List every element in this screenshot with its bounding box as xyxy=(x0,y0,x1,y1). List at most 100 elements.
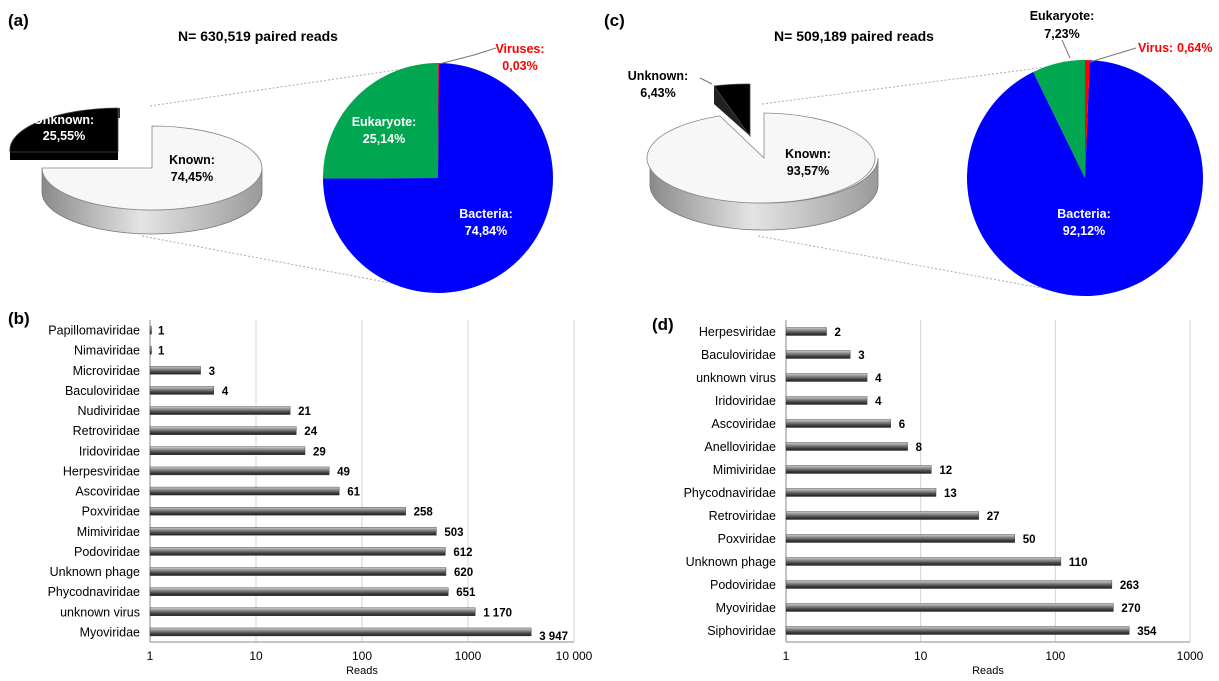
bar xyxy=(785,350,851,359)
bar xyxy=(149,607,476,617)
category-label: Unknown phage xyxy=(50,565,140,579)
data-label: 49 xyxy=(337,466,350,478)
pie-c-known-slice xyxy=(646,112,876,204)
x-tick-label: 100 xyxy=(1045,649,1065,663)
category-label: Myoviridae xyxy=(716,601,776,615)
category-label: Microviridae xyxy=(73,364,140,378)
data-label: 258 xyxy=(414,507,434,519)
bar xyxy=(149,406,291,415)
category-label: Papillomaviridae xyxy=(48,324,140,338)
connector-top xyxy=(149,63,439,107)
category-label: Ascoviridae xyxy=(75,485,140,499)
category-label: Retroviridae xyxy=(709,509,776,523)
pie-a-bacteria-value: 74,84% xyxy=(465,224,507,238)
category-label: Ascoviridae xyxy=(711,417,776,431)
bar xyxy=(785,534,1015,543)
data-label: 13 xyxy=(944,488,957,500)
x-tick-label: 10 000 xyxy=(556,649,593,663)
category-label: Baculoviridae xyxy=(65,384,140,398)
data-label: 1 xyxy=(158,326,165,338)
bar xyxy=(785,580,1113,589)
data-label: 620 xyxy=(454,567,473,579)
pie-c-bacteria-label: Bacteria: xyxy=(1057,207,1111,221)
data-label: 1 xyxy=(158,346,165,358)
category-label: Herpesviridae xyxy=(63,464,140,478)
bar xyxy=(149,426,297,435)
data-label: 8 xyxy=(916,442,923,454)
pie-a-virus-leader-2 xyxy=(473,47,497,56)
pie-a-known-label: Known: xyxy=(169,153,215,167)
bar xyxy=(785,557,1062,566)
data-label: 4 xyxy=(222,386,229,398)
panel-label-d: (d) xyxy=(652,315,674,334)
bar xyxy=(149,345,152,355)
data-label: 612 xyxy=(453,547,472,559)
bar xyxy=(785,396,868,405)
pie-c-domains: Eukaryote: 7,23% Virus: 0,64% Bacteria: … xyxy=(966,9,1212,297)
data-label: 2 xyxy=(835,327,841,339)
data-label: 4 xyxy=(875,396,882,408)
pie-c-unknown-leader xyxy=(699,77,713,85)
data-label: 4 xyxy=(875,373,882,385)
panel-label-c: (c) xyxy=(604,11,625,30)
pie-c-eukaryote-leader xyxy=(1061,39,1071,59)
data-label: 12 xyxy=(939,465,952,477)
category-label: Poxviridae xyxy=(82,505,140,519)
pie-c-unknown-value: 6,43% xyxy=(640,86,675,100)
bar xyxy=(785,327,827,336)
pie-c-known-value: 93,57% xyxy=(787,164,829,178)
category-label: Phycodnaviridae xyxy=(48,585,140,599)
category-label: Anelloviridae xyxy=(704,440,776,454)
bar xyxy=(785,465,932,474)
bar xyxy=(149,466,330,476)
bar xyxy=(149,567,447,576)
bar xyxy=(149,325,152,335)
data-label: 6 xyxy=(899,419,905,431)
pie-a-unknown-slice xyxy=(9,107,119,153)
pie-a-eukaryote-slice xyxy=(322,62,439,179)
data-label: 29 xyxy=(313,446,326,458)
data-label: 503 xyxy=(444,527,463,539)
bar xyxy=(785,419,891,428)
bar xyxy=(149,446,306,456)
data-label: 1 170 xyxy=(483,607,512,619)
pie-a-unknown-label: Unknown: xyxy=(34,113,94,127)
bar xyxy=(149,547,446,556)
category-label: Retroviridae xyxy=(73,424,140,438)
pie-c-virus-slice xyxy=(1085,60,1090,178)
bar xyxy=(149,366,201,375)
pie-a-title: N= 630,519 paired reads xyxy=(178,28,338,44)
pie-c-eukaryote-label: Eukaryote: xyxy=(1030,9,1095,23)
pie-a-bacteria-label: Bacteria: xyxy=(459,207,513,221)
pie-c-known-label: Known: xyxy=(785,147,831,161)
bar xyxy=(785,626,1130,635)
pie-a-virus-slice xyxy=(438,62,439,178)
category-label: Siphoviridae xyxy=(707,624,776,638)
category-label: Nimaviridae xyxy=(74,344,140,358)
data-label: 24 xyxy=(304,426,317,438)
pie-a-eukaryote-value: 25,14% xyxy=(363,132,405,146)
data-label: 270 xyxy=(1121,603,1140,615)
pie-a-virus-value: 0,03% xyxy=(502,59,537,73)
data-label: 651 xyxy=(456,587,476,599)
pie-a-domains: Viruses: 0,03% Eukaryote: 25,14% Bacteri… xyxy=(322,42,553,293)
category-label: Podoviridae xyxy=(710,578,776,592)
pie-c-virus-leader xyxy=(1089,47,1137,63)
data-label: 61 xyxy=(347,487,360,499)
category-label: Phycodnaviridae xyxy=(684,486,776,500)
category-label: Baculoviridae xyxy=(701,348,776,362)
category-label: Nudiviridae xyxy=(77,404,140,418)
data-label: 3 xyxy=(858,350,864,362)
bar xyxy=(785,373,868,382)
data-label: 27 xyxy=(987,511,1000,523)
bar xyxy=(785,603,1114,612)
data-label: 3 947 xyxy=(539,631,568,643)
pie-a-known-slice xyxy=(41,125,263,211)
data-label: 110 xyxy=(1069,557,1088,569)
category-label: Myoviridae xyxy=(80,625,140,639)
pie-c-unknown-label: Unknown: xyxy=(628,69,688,83)
data-label: 21 xyxy=(298,406,311,418)
bar xyxy=(785,488,937,497)
x-tick-label: 10 xyxy=(249,649,263,663)
